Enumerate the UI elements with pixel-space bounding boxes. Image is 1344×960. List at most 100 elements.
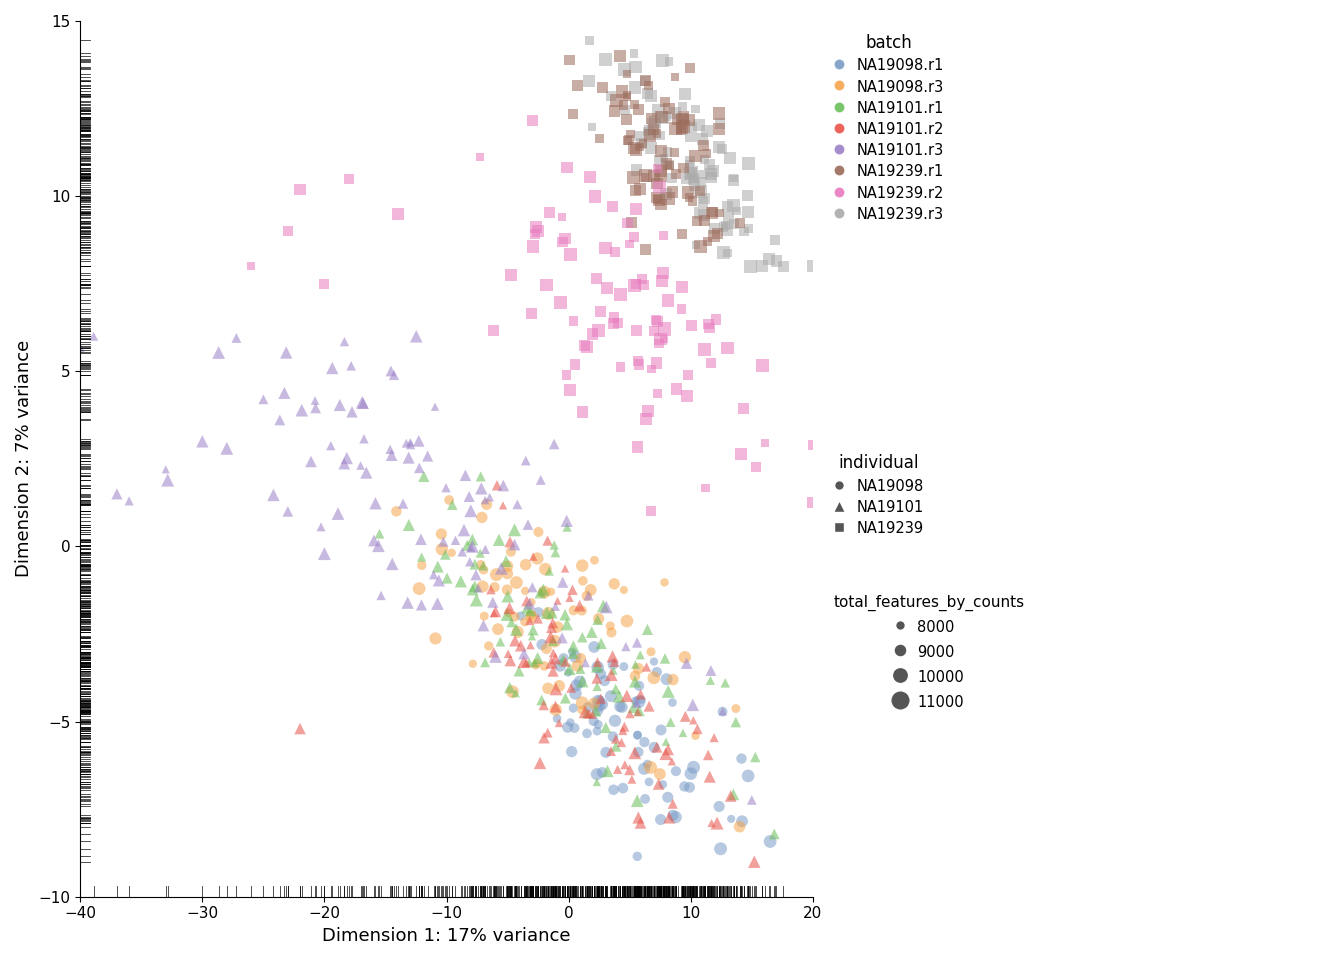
Point — [508, 663, 530, 679]
Point — [562, 644, 583, 660]
Point — [644, 670, 665, 685]
Point — [625, 674, 646, 689]
Point — [543, 645, 564, 660]
Point — [754, 436, 775, 451]
Point — [461, 532, 482, 547]
Point — [517, 516, 539, 532]
Point — [602, 199, 624, 214]
Point — [689, 205, 711, 221]
Point — [595, 599, 617, 614]
Point — [626, 635, 648, 650]
Point — [589, 698, 610, 713]
Point — [718, 210, 739, 226]
Point — [274, 385, 296, 400]
Point — [656, 672, 677, 687]
Point — [625, 142, 646, 157]
Point — [577, 588, 598, 604]
Point — [552, 653, 574, 668]
Point — [544, 702, 566, 717]
Point — [216, 441, 238, 456]
Point — [336, 450, 358, 466]
Point — [652, 53, 673, 68]
Point — [427, 559, 449, 574]
Point — [551, 234, 573, 250]
Point — [657, 157, 679, 173]
Point — [380, 447, 402, 463]
Point — [649, 331, 671, 347]
Point — [401, 437, 422, 452]
Point — [226, 330, 247, 346]
Point — [723, 198, 745, 213]
Point — [573, 573, 594, 588]
Point — [603, 244, 625, 259]
Point — [673, 119, 695, 134]
Point — [650, 812, 672, 828]
Point — [708, 799, 730, 814]
Point — [520, 637, 542, 653]
Point — [489, 635, 511, 650]
Point — [530, 756, 551, 771]
Point — [387, 206, 409, 222]
Point — [578, 706, 599, 721]
Point — [577, 700, 598, 715]
Point — [612, 780, 633, 796]
Point — [564, 720, 586, 735]
Point — [83, 328, 105, 344]
Point — [544, 545, 566, 561]
Point — [543, 634, 564, 649]
Point — [540, 655, 562, 670]
Point — [620, 127, 641, 142]
Point — [692, 131, 714, 146]
Point — [527, 224, 548, 239]
Point — [546, 682, 567, 697]
Point — [646, 355, 668, 371]
Point — [368, 526, 390, 541]
Point — [700, 662, 722, 678]
Point — [646, 161, 668, 177]
Point — [571, 674, 593, 689]
Point — [616, 111, 637, 127]
Point — [711, 141, 732, 156]
Point — [499, 534, 520, 549]
Point — [626, 323, 648, 338]
Point — [597, 280, 618, 296]
Point — [465, 567, 487, 583]
Point — [566, 678, 587, 693]
Point — [773, 258, 794, 274]
Point — [620, 762, 641, 778]
Point — [671, 279, 692, 295]
Point — [699, 320, 720, 335]
Point — [547, 711, 569, 727]
Point — [587, 660, 609, 675]
Point — [544, 599, 566, 614]
Point — [625, 182, 646, 198]
Point — [300, 454, 321, 469]
Point — [659, 191, 680, 206]
Point — [520, 607, 542, 622]
Point — [671, 227, 692, 242]
Point — [624, 277, 645, 293]
Point — [487, 477, 508, 492]
Point — [694, 213, 715, 228]
Point — [641, 110, 663, 126]
Point — [579, 73, 601, 88]
Point — [695, 480, 716, 495]
Point — [648, 104, 669, 119]
Point — [540, 630, 562, 645]
Point — [320, 438, 341, 453]
Point — [640, 504, 661, 519]
Point — [702, 205, 723, 221]
Point — [523, 549, 544, 564]
Point — [349, 458, 371, 473]
Point — [516, 655, 538, 670]
Point — [551, 630, 573, 645]
Point — [655, 651, 676, 666]
Point — [671, 122, 692, 137]
Point — [681, 165, 703, 180]
Point — [613, 659, 634, 674]
Point — [687, 721, 708, 736]
Point — [641, 362, 663, 377]
Point — [664, 69, 685, 84]
Point — [582, 326, 603, 342]
Point — [660, 714, 681, 730]
